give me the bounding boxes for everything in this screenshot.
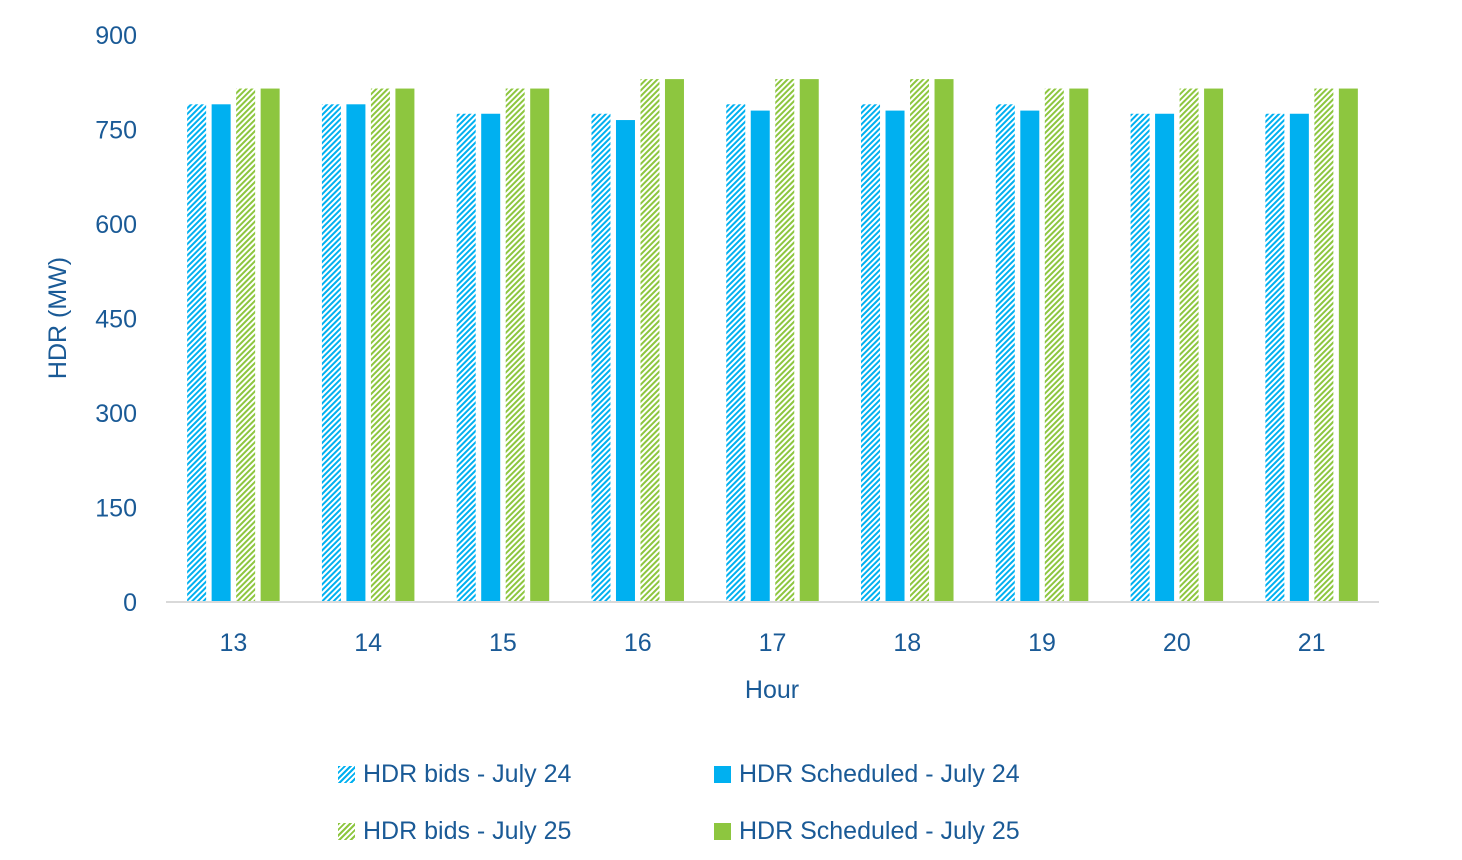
bar-hdr-bids-july-24-14 (321, 104, 341, 603)
bar-hdr-bids-july-24-21 (1265, 113, 1285, 602)
legend-label: HDR Scheduled - July 24 (739, 760, 1020, 788)
y-tick-label: 600 (95, 211, 137, 239)
bar-hdr-bids-july-25-18 (910, 79, 930, 603)
bar-hdr-bids-july-24-19 (995, 104, 1015, 603)
x-tick-label: 13 (219, 629, 247, 657)
legend-swatch-scheduled-july25 (714, 823, 731, 840)
bars-group (187, 79, 1358, 603)
x-tick-label: 18 (893, 629, 921, 657)
y-tick-label: 300 (95, 400, 137, 428)
x-tick-label: 21 (1298, 629, 1326, 657)
legend-item-scheduled-july24: HDR Scheduled - July 24 (714, 760, 1020, 789)
bar-hdr-scheduled-july-24-13 (211, 104, 231, 603)
x-tick-label: 17 (759, 629, 787, 657)
bar-hdr-scheduled-july-24-14 (346, 104, 366, 603)
y-tick-label: 750 (95, 117, 137, 145)
bar-hdr-scheduled-july-25-15 (530, 88, 550, 603)
bar-hdr-bids-july-24-13 (187, 104, 207, 603)
bar-hdr-scheduled-july-25-17 (799, 79, 819, 603)
bar-hdr-bids-july-25-20 (1179, 88, 1199, 603)
legend-label: HDR bids - July 25 (363, 817, 572, 845)
bar-hdr-bids-july-24-15 (456, 113, 476, 602)
bar-hdr-scheduled-july-24-18 (885, 110, 905, 602)
legend-swatch-scheduled-july24 (714, 766, 731, 783)
y-axis-title: HDR (MW) (44, 257, 72, 379)
y-tick-label: 900 (95, 22, 137, 50)
legend-label: HDR bids - July 24 (363, 760, 572, 788)
bar-hdr-scheduled-july-25-21 (1338, 88, 1358, 603)
legend-item-scheduled-july25: HDR Scheduled - July 25 (714, 817, 1020, 846)
y-axis: 0 150 300 450 600 750 900 (95, 22, 137, 617)
legend-item-bids-july25: HDR bids - July 25 (338, 817, 571, 846)
bar-hdr-bids-july-25-15 (505, 88, 525, 603)
bar-hdr-bids-july-25-14 (370, 88, 390, 603)
y-tick-label: 150 (95, 495, 137, 523)
bar-hdr-bids-july-25-17 (775, 79, 795, 603)
bar-hdr-scheduled-july-24-19 (1020, 110, 1040, 602)
bar-hdr-scheduled-july-24-15 (481, 113, 501, 602)
bar-hdr-scheduled-july-24-16 (615, 120, 635, 603)
bar-hdr-bids-july-25-19 (1044, 88, 1064, 603)
bar-hdr-bids-july-24-17 (726, 104, 746, 603)
y-tick-label: 450 (95, 306, 137, 334)
legend: HDR bids - July 24 HDR Scheduled - July … (338, 752, 1138, 852)
bar-hdr-scheduled-july-24-21 (1289, 113, 1309, 602)
x-tick-label: 15 (489, 629, 517, 657)
bar-hdr-bids-july-24-16 (591, 113, 611, 602)
legend-item-bids-july24: HDR bids - July 24 (338, 760, 571, 789)
legend-label: HDR Scheduled - July 25 (739, 817, 1020, 845)
x-tick-label: 16 (624, 629, 652, 657)
bar-hdr-scheduled-july-25-14 (395, 88, 415, 603)
bar-hdr-bids-july-25-13 (236, 88, 256, 603)
legend-swatch-bids-july24 (338, 766, 355, 783)
bar-hdr-bids-july-24-20 (1130, 113, 1150, 602)
x-axis-title: Hour (745, 676, 799, 704)
x-tick-label: 20 (1163, 629, 1191, 657)
bar-hdr-bids-july-24-18 (861, 104, 881, 603)
bar-hdr-scheduled-july-25-18 (934, 79, 954, 603)
bar-hdr-scheduled-july-25-19 (1069, 88, 1089, 603)
bar-hdr-scheduled-july-25-20 (1204, 88, 1224, 603)
bar-hdr-bids-july-25-21 (1314, 88, 1334, 603)
bar-hdr-scheduled-july-25-13 (260, 88, 280, 603)
y-tick-label: 0 (123, 589, 137, 617)
bar-hdr-scheduled-july-24-20 (1155, 113, 1175, 602)
bar-hdr-scheduled-july-25-16 (664, 79, 684, 603)
x-axis: 13 14 15 16 17 18 19 20 21 (219, 629, 1325, 657)
x-tick-label: 19 (1028, 629, 1056, 657)
bar-hdr-scheduled-july-24-17 (750, 110, 770, 602)
x-tick-label: 14 (354, 629, 382, 657)
legend-swatch-bids-july25 (338, 823, 355, 840)
bar-hdr-bids-july-25-16 (640, 79, 660, 603)
